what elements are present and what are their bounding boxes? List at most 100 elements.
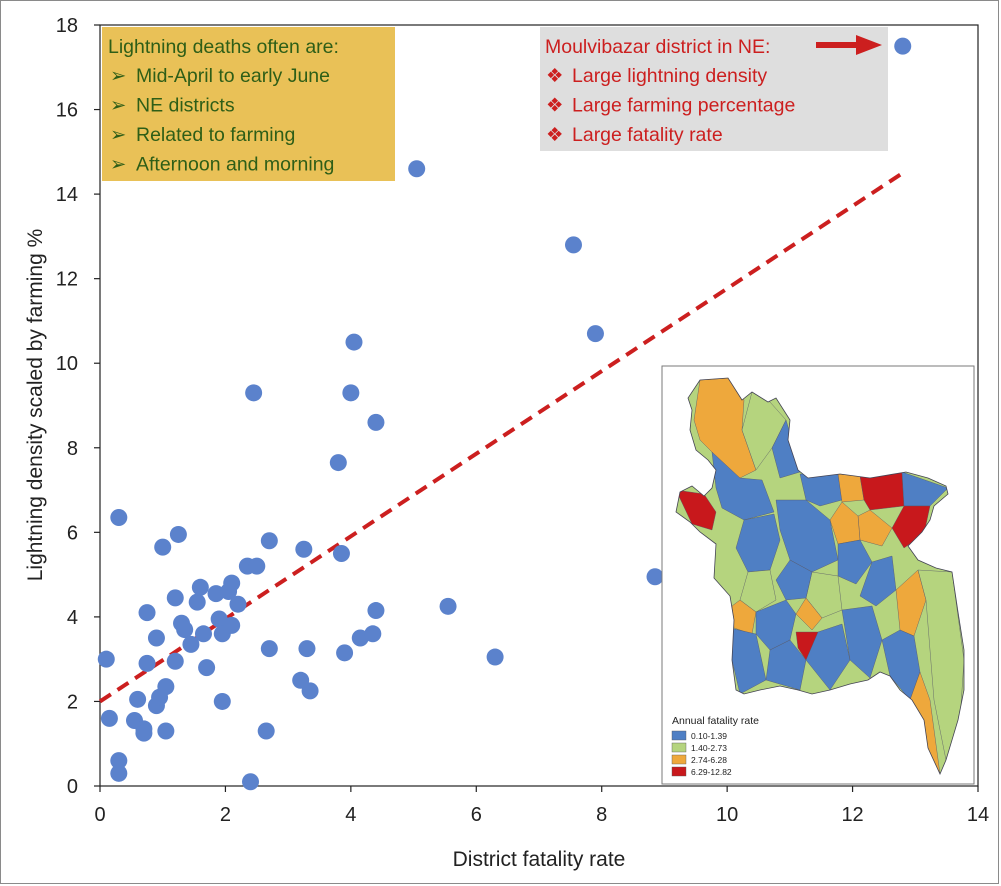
data-point xyxy=(248,557,266,575)
map-legend: 0.10-1.39 1.40-2.73 2.74-6.28 6.29-12.82 xyxy=(671,730,732,777)
left-box-items: ➢ Mid-April to early June ➢ NE districts ➢ Re… xyxy=(110,65,334,176)
left-box-bullet: ➢ xyxy=(110,65,126,87)
map-legend-label: 2.74-6.28 xyxy=(691,755,727,765)
data-point xyxy=(295,540,313,558)
data-point xyxy=(191,578,209,596)
x-tick-label: 2 xyxy=(220,804,231,826)
data-point xyxy=(138,654,156,672)
y-tick-label: 16 xyxy=(56,100,78,122)
x-tick-label: 8 xyxy=(596,804,607,826)
right-box-item: Large lightning density xyxy=(572,65,767,87)
x-axis: 0 2 4 6 8 10 12 14 xyxy=(94,786,989,826)
x-tick-label: 14 xyxy=(967,804,989,826)
left-box-item: NE districts xyxy=(136,95,235,117)
right-box-bullet: ❖ xyxy=(546,95,563,117)
data-point xyxy=(97,650,115,668)
y-tick-label: 0 xyxy=(67,776,78,798)
data-point xyxy=(223,574,241,592)
data-point xyxy=(210,610,228,628)
map-legend-label: 0.10-1.39 xyxy=(691,731,727,741)
y-axis-title: Lightning density scaled by farming % xyxy=(24,229,47,582)
x-tick-label: 0 xyxy=(94,804,105,826)
data-point xyxy=(138,604,156,622)
right-box-item: Large farming percentage xyxy=(572,95,795,117)
y-tick-label: 8 xyxy=(67,438,78,460)
y-axis: 0 2 4 6 8 10 12 14 16 18 xyxy=(56,15,100,798)
data-point xyxy=(223,616,241,634)
data-point xyxy=(408,160,426,178)
left-box-background xyxy=(102,27,395,181)
data-point xyxy=(188,593,206,611)
y-tick-label: 2 xyxy=(67,691,78,713)
data-point xyxy=(260,532,278,550)
data-point xyxy=(100,709,118,727)
x-tick-label: 10 xyxy=(716,804,738,826)
plot-area xyxy=(99,24,979,787)
data-point xyxy=(336,644,354,662)
data-point xyxy=(332,544,350,562)
scatter-points xyxy=(97,37,912,791)
y-tick-label: 10 xyxy=(56,353,78,375)
data-point xyxy=(439,597,457,615)
map-legend-swatch xyxy=(671,730,687,741)
map-legend-label: 6.29-12.82 xyxy=(691,767,732,777)
data-point xyxy=(486,648,504,666)
y-tick-label: 18 xyxy=(56,15,78,37)
left-box-bullet: ➢ xyxy=(110,95,126,117)
data-point xyxy=(166,652,184,670)
data-point xyxy=(147,629,165,647)
data-point xyxy=(135,724,153,742)
data-point xyxy=(245,384,263,402)
y-tick-label: 12 xyxy=(56,269,78,291)
data-point xyxy=(260,640,278,658)
x-tick-label: 6 xyxy=(471,804,482,826)
left-annotation-box: Lightning deaths often are: ➢ Mid-April t… xyxy=(102,27,395,181)
data-point xyxy=(298,640,316,658)
x-tick-label: 4 xyxy=(345,804,356,826)
trendline xyxy=(98,171,904,704)
map-legend-label: 1.40-2.73 xyxy=(691,743,727,753)
right-box-bullet: ❖ xyxy=(546,65,563,87)
data-point xyxy=(257,722,275,740)
data-point xyxy=(329,454,347,472)
data-point xyxy=(194,625,212,643)
inset-map: Annual fatality rate 0.10-1.39 1.40-2.73 2… xyxy=(661,365,975,785)
right-box-bullet: ❖ xyxy=(546,124,563,146)
map-legend-swatch xyxy=(671,742,687,753)
data-point xyxy=(213,692,231,710)
left-box-title: Lightning deaths often are: xyxy=(108,36,339,58)
data-point xyxy=(564,236,582,254)
data-point xyxy=(110,752,128,770)
right-box-title: Moulvibazar district in NE: xyxy=(545,36,770,58)
data-point xyxy=(182,635,200,653)
right-box-items: ❖ Large lightning density ❖ Large farming p… xyxy=(546,65,795,146)
left-box-item: Mid-April to early June xyxy=(136,65,330,87)
data-point xyxy=(367,602,385,620)
y-tick-label: 4 xyxy=(67,607,78,629)
data-point xyxy=(154,538,172,556)
data-point xyxy=(207,585,225,603)
map-legend-swatch xyxy=(671,766,687,777)
data-point xyxy=(586,325,604,343)
right-annotation-box: Moulvibazar district in NE: ❖ Large light… xyxy=(540,27,888,151)
data-point xyxy=(110,509,128,527)
right-box-item: Large fatality rate xyxy=(572,124,723,146)
data-point xyxy=(894,37,912,55)
data-point xyxy=(345,333,363,351)
data-point xyxy=(364,625,382,643)
x-tick-label: 12 xyxy=(841,804,863,826)
map-legend-swatch xyxy=(671,754,687,765)
y-tick-label: 14 xyxy=(56,184,78,206)
y-tick-label: 6 xyxy=(67,522,78,544)
left-box-bullet: ➢ xyxy=(110,154,126,176)
data-point xyxy=(198,659,216,677)
map-legend-title: Annual fatality rate xyxy=(672,715,759,727)
x-axis-title: District fatality rate xyxy=(453,848,626,871)
data-point xyxy=(157,722,175,740)
data-point xyxy=(367,413,385,431)
data-point xyxy=(301,682,319,700)
data-point xyxy=(129,690,147,708)
data-point xyxy=(169,525,187,543)
